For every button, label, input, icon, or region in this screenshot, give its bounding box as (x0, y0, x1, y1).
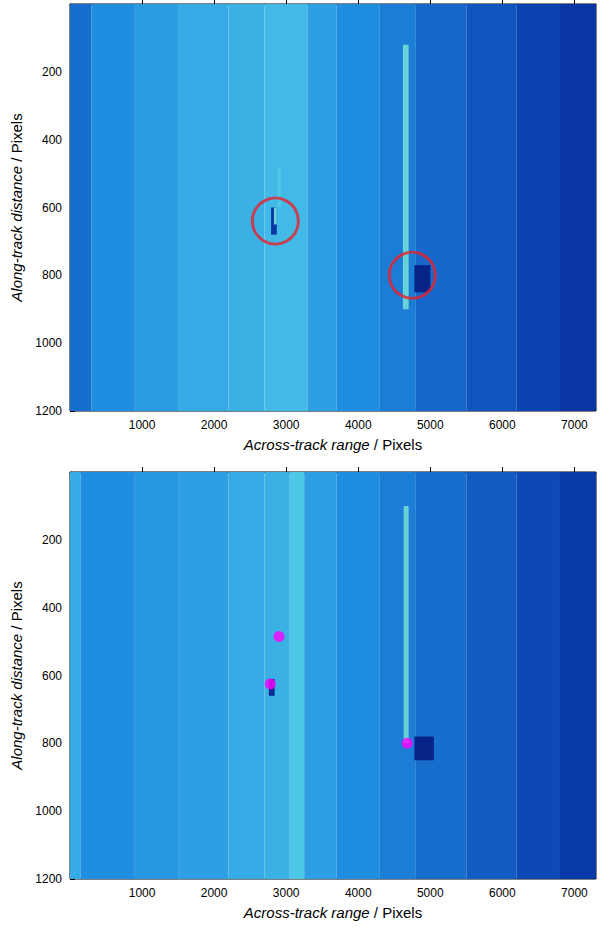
svg-text:5000: 5000 (417, 418, 444, 432)
svg-text:2000: 2000 (201, 418, 228, 432)
svg-text:400: 400 (42, 133, 62, 147)
svg-text:1200: 1200 (35, 872, 62, 886)
svg-text:3000: 3000 (273, 418, 300, 432)
svg-text:400: 400 (42, 601, 62, 615)
svg-text:3000: 3000 (273, 886, 300, 900)
svg-text:/ Pixels: / Pixels (370, 436, 423, 453)
svg-text:1200: 1200 (35, 404, 62, 418)
svg-text:800: 800 (42, 268, 62, 282)
svg-text:4000: 4000 (345, 886, 372, 900)
svg-text:1000: 1000 (35, 804, 62, 818)
svg-text:600: 600 (42, 669, 62, 683)
svg-text:/ Pixels: / Pixels (8, 113, 25, 166)
svg-text:1000: 1000 (129, 418, 156, 432)
svg-text:600: 600 (42, 201, 62, 215)
svg-text:/ Pixels: / Pixels (8, 581, 25, 634)
svg-text:6000: 6000 (489, 886, 516, 900)
svg-text:7000: 7000 (561, 886, 588, 900)
svg-text:Along-track distance: Along-track distance (8, 634, 25, 771)
svg-text:200: 200 (42, 65, 62, 79)
svg-text:5000: 5000 (417, 886, 444, 900)
svg-text:6000: 6000 (489, 418, 516, 432)
svg-text:800: 800 (42, 736, 62, 750)
svg-text:7000: 7000 (561, 418, 588, 432)
svg-text:1000: 1000 (129, 886, 156, 900)
svg-text:2000: 2000 (201, 886, 228, 900)
svg-text:1000: 1000 (35, 336, 62, 350)
svg-text:4000: 4000 (345, 418, 372, 432)
svg-text:Across-track range: Across-track range (243, 436, 370, 453)
svg-text:200: 200 (42, 533, 62, 547)
svg-text:Across-track range: Across-track range (243, 904, 370, 921)
svg-text:/ Pixels: / Pixels (370, 904, 423, 921)
svg-text:Along-track distance: Along-track distance (8, 166, 25, 303)
